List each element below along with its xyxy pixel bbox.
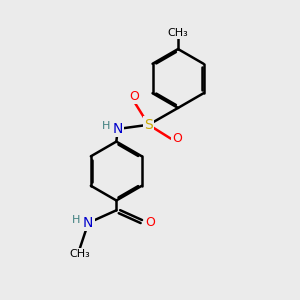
Text: O: O — [172, 132, 182, 145]
Text: O: O — [146, 216, 155, 230]
Text: CH₃: CH₃ — [168, 28, 188, 38]
Text: CH₃: CH₃ — [70, 249, 90, 259]
Text: H: H — [102, 121, 110, 131]
Text: S: S — [144, 118, 153, 132]
Text: H: H — [72, 214, 81, 224]
Text: O: O — [130, 90, 140, 103]
Text: N: N — [83, 216, 94, 230]
Text: N: N — [112, 122, 123, 136]
